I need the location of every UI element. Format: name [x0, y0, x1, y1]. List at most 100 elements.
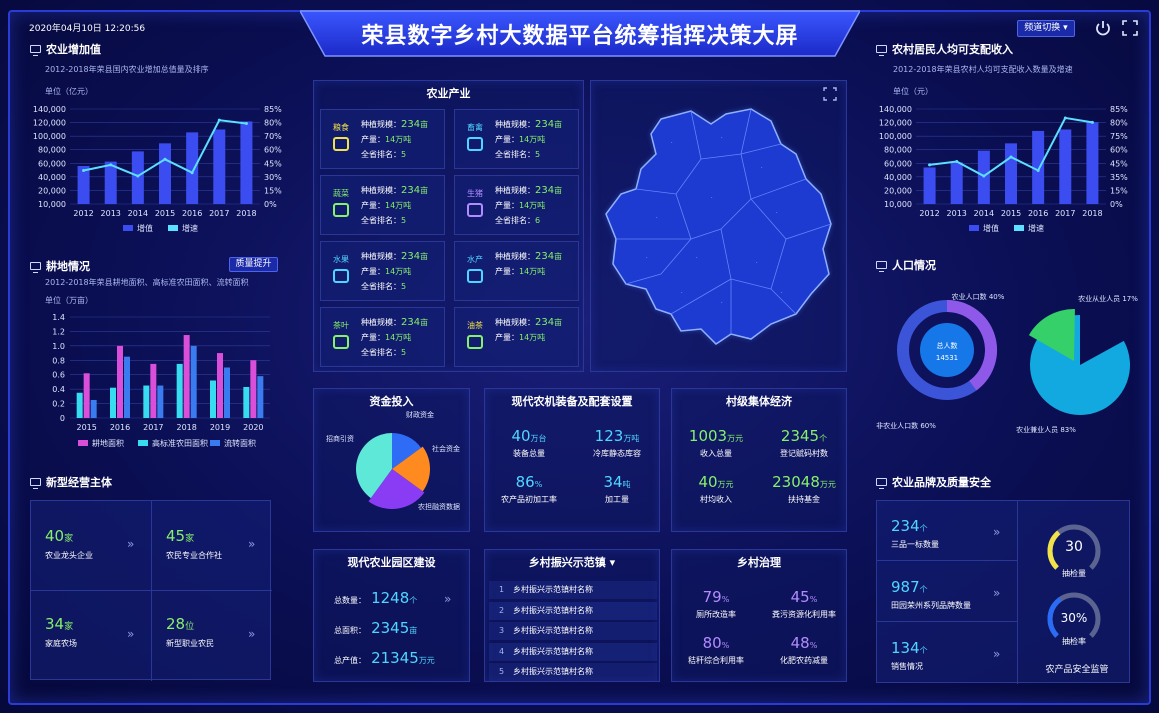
entity-card[interactable]: 45家 农民专业合作社 » [152, 501, 272, 590]
donut-center [920, 323, 974, 377]
income-subtitle: 2012-2018年荣县农村人均可支配收入数量及增速 [893, 65, 1073, 74]
industry-card[interactable]: 水产 种植规模：234亩 产量：14万吨 [454, 241, 579, 301]
y2-tick-label: 45% [264, 159, 282, 168]
entity-card[interactable]: 40家 农业龙头企业 » [31, 501, 151, 590]
page-title: 荣县数字乡村大数据平台统筹指挥决策大屏 [361, 24, 799, 49]
bar [104, 161, 117, 204]
y-tick-label: 140,000 [33, 105, 66, 114]
y-tick-label: 80,000 [884, 146, 912, 155]
list-item[interactable]: 2 乡村振兴示范镇村名称 [489, 601, 657, 620]
y-tick-label: 120,000 [879, 119, 912, 128]
datetime: 2020年04月10日 12:20:56 [29, 24, 146, 34]
chevron-right-icon: » [248, 627, 256, 641]
brand-item[interactable]: 134个 销售情况 » [877, 623, 1017, 683]
list-item[interactable]: 1 乡村振兴示范镇村名称 [489, 581, 657, 599]
county-map[interactable]: · · · · · · · · · · · · [601, 99, 841, 349]
legend-label: 增值 [983, 223, 999, 233]
industry-name: 水果 [333, 255, 349, 264]
stat-unit: 万台 [530, 434, 547, 443]
gauge2-label: 抽检率 [1062, 637, 1086, 646]
bar [110, 387, 116, 418]
svg-text:·: · [696, 255, 698, 261]
industry-card[interactable]: 畜禽 种植规模：234亩 产量：14万吨 全省排名：5 [454, 109, 579, 169]
list-item[interactable]: 3 乡村振兴示范镇村名称 [489, 622, 657, 640]
demo-dropdown[interactable]: 乡村振兴示范镇 ▾ [485, 554, 659, 570]
gauge1-label: 抽检量 [1062, 569, 1086, 578]
entity-card[interactable]: 28位 新型职业农民 » [152, 591, 272, 680]
grid-divider [31, 590, 272, 591]
agri-value-heading: 农业增加值 [30, 41, 101, 57]
scale-unit: 亩 [554, 186, 563, 195]
stat-unit: % [809, 595, 818, 604]
park-value: 21345 [371, 649, 419, 667]
industry-card[interactable]: 茶叶 种植规模：234亩 产量：14万吨 全省排名：5 [320, 307, 445, 367]
scale-unit: 亩 [420, 318, 429, 327]
output-value: 14万吨 [519, 333, 546, 342]
x-tick-label: 2013 [101, 209, 121, 218]
y-tick-label: 100,000 [879, 132, 912, 141]
y2-tick-label: 75% [1110, 132, 1128, 141]
brand-footer: 农产品安全监管 [1045, 665, 1109, 675]
brand-item[interactable]: 987个 田园荣州系列品牌数量 » [877, 562, 1017, 622]
entity-card[interactable]: 34家 家庭农场 » [31, 591, 151, 680]
rank-label: 全省排名： [361, 216, 401, 225]
list-item[interactable]: 5 乡村振兴示范镇村名称 [489, 663, 657, 681]
x-tick-label: 2015 [155, 209, 175, 218]
industry-icon [467, 335, 483, 349]
legend-label: 耕地面积 [92, 438, 124, 448]
pie-label: 招商引资 [326, 434, 354, 443]
industry-card[interactable]: 油茶 种植规模：234亩 产量：14万吨 [454, 307, 579, 367]
y2-tick-label: 80% [264, 119, 282, 128]
list-item[interactable]: 4 乡村振兴示范镇村名称 [489, 642, 657, 661]
park-value: 1248 [371, 589, 410, 607]
brand-unit: 个 [919, 585, 928, 594]
quality-badge[interactable]: 质量提升 [229, 257, 278, 272]
bar [243, 386, 250, 418]
bar [77, 166, 90, 204]
legend-swatch [78, 440, 88, 446]
chevron-right-icon: » [993, 647, 1001, 661]
monitor-icon [876, 261, 887, 272]
stat-item: 23048万元 扶持基金 [760, 473, 848, 505]
gauge1-value: 30 [1065, 539, 1083, 555]
stat-label: 加工量 [605, 495, 629, 504]
stat-value: 40 [698, 473, 718, 491]
output-value: 14万吨 [385, 135, 412, 144]
fullscreen-icon[interactable] [1122, 20, 1138, 36]
output-value: 14万吨 [385, 333, 412, 342]
industry-icon [467, 137, 483, 151]
brand-label: 田园荣州系列品牌数量 [891, 601, 971, 610]
y-tick-label: 1.4 [52, 313, 65, 322]
bar [76, 392, 83, 418]
industry-card[interactable]: 水果 种植规模：234亩 产量：14万吨 全省排名：5 [320, 241, 445, 301]
y2-tick-label: 0% [1110, 200, 1123, 209]
output-value: 14万吨 [519, 201, 546, 210]
stat-item: 40万台 装备总量 [485, 427, 573, 459]
x-tick-label: 2012 [73, 209, 93, 218]
output-value: 14万吨 [385, 201, 412, 210]
stat-item: 79% 厕所改造率 [672, 588, 760, 620]
industry-card[interactable]: 粮食 种植规模：234亩 产量：14万吨 全省排名：5 [320, 109, 445, 169]
expand-icon[interactable] [823, 87, 837, 101]
chevron-right-icon: » [993, 586, 1001, 600]
output-label: 产量： [361, 267, 385, 276]
rank-label: 全省排名： [361, 150, 401, 159]
bar [117, 345, 123, 418]
industry-card[interactable]: 生猪 种植规模：234亩 产量：14万吨 全省排名：6 [454, 175, 579, 235]
line-point [163, 157, 167, 161]
rank-label: 全省排名： [361, 348, 401, 357]
channel-switch-button[interactable]: 频道切换 ▾ [1017, 20, 1075, 37]
park-unit: 个 [409, 596, 418, 605]
scale-label: 种植规模： [495, 318, 535, 327]
line-point [982, 174, 986, 178]
y2-tick-label: 45% [1110, 159, 1128, 168]
stat-unit: 万元 [727, 434, 744, 443]
power-icon[interactable] [1094, 19, 1112, 37]
monitor-icon [876, 478, 887, 489]
x-tick-label: 2020 [243, 423, 263, 432]
chevron-right-icon[interactable]: » [444, 592, 452, 606]
industry-card[interactable]: 蔬菜 种植规模：234亩 产量：14万吨 全省排名：5 [320, 175, 445, 235]
collective-title: 村级集体经济 [726, 395, 792, 408]
brand-item[interactable]: 234个 三品一标数量 » [877, 501, 1017, 561]
